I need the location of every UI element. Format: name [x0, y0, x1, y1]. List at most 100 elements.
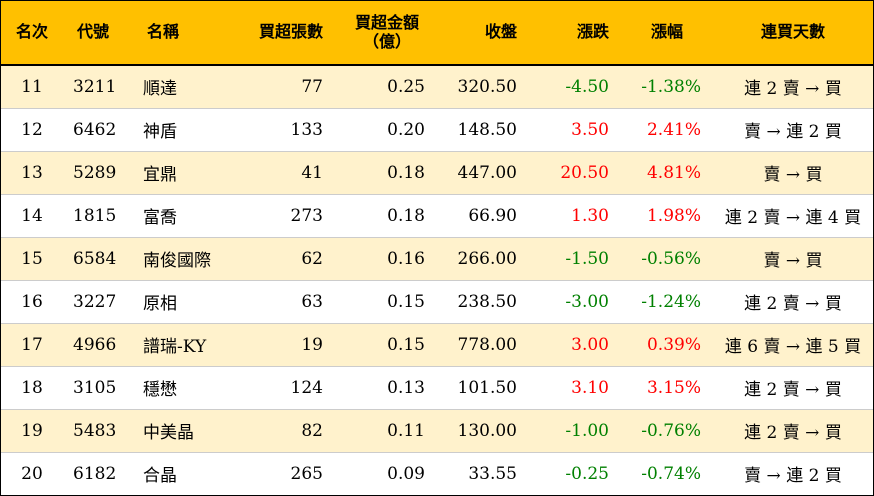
cell-code: 3105: [63, 365, 135, 409]
cell-name: 宜鼎: [135, 150, 238, 194]
cell-name: 富喬: [135, 193, 238, 237]
cell-code: 6584: [63, 236, 135, 280]
cell-change: 3.50: [531, 107, 621, 151]
header-close: 收盤: [439, 1, 531, 65]
cell-consecutive-days: 賣 → 連 2 買: [713, 107, 873, 151]
table-row: 12 6462 神盾 133 0.20 148.50 3.50 2.41% 賣 …: [1, 107, 873, 151]
cell-close: 266.00: [439, 236, 531, 280]
cell-change-pct: -0.56%: [621, 236, 713, 280]
cell-net-buy-amount: 0.15: [335, 279, 439, 323]
cell-code: 5289: [63, 150, 135, 194]
cell-name: 譜瑞-KY: [135, 322, 238, 366]
cell-change: 3.10: [531, 365, 621, 409]
cell-consecutive-days: 連 2 賣 → 買: [713, 365, 873, 409]
header-consecutive-days: 連買天數: [713, 1, 873, 65]
cell-rank: 11: [1, 64, 63, 108]
cell-name: 順達: [135, 64, 238, 108]
cell-rank: 18: [1, 365, 63, 409]
cell-code: 6462: [63, 107, 135, 151]
cell-code: 5483: [63, 408, 135, 452]
cell-change-pct: -0.74%: [621, 451, 713, 495]
cell-consecutive-days: 連 2 賣 → 連 4 買: [713, 193, 873, 237]
cell-close: 101.50: [439, 365, 531, 409]
cell-net-buy-amount: 0.09: [335, 451, 439, 495]
cell-change-pct: -0.76%: [621, 408, 713, 452]
cell-close: 447.00: [439, 150, 531, 194]
cell-consecutive-days: 賣 → 買: [713, 236, 873, 280]
table-row: 18 3105 穩懋 124 0.13 101.50 3.10 3.15% 連 …: [1, 365, 873, 409]
cell-consecutive-days: 連 2 賣 → 買: [713, 408, 873, 452]
cell-rank: 13: [1, 150, 63, 194]
cell-close: 778.00: [439, 322, 531, 366]
cell-change-pct: 1.98%: [621, 193, 713, 237]
cell-net-buy-amount: 0.13: [335, 365, 439, 409]
cell-rank: 16: [1, 279, 63, 323]
cell-name: 穩懋: [135, 365, 238, 409]
cell-close: 238.50: [439, 279, 531, 323]
cell-code: 4966: [63, 322, 135, 366]
cell-rank: 15: [1, 236, 63, 280]
header-name: 名稱: [135, 1, 238, 65]
cell-net-buy-amount: 0.20: [335, 107, 439, 151]
cell-change-pct: 3.15%: [621, 365, 713, 409]
cell-net-buy-lots: 63: [238, 279, 335, 323]
cell-change-pct: -1.38%: [621, 64, 713, 108]
cell-change: -4.50: [531, 64, 621, 108]
header-net-buy-lots: 買超張數: [238, 1, 335, 65]
cell-rank: 17: [1, 322, 63, 366]
cell-net-buy-amount: 0.25: [335, 64, 439, 108]
cell-change: -0.25: [531, 451, 621, 495]
cell-rank: 19: [1, 408, 63, 452]
header-code: 代號: [63, 1, 135, 65]
cell-change: 20.50: [531, 150, 621, 194]
cell-rank: 14: [1, 193, 63, 237]
cell-net-buy-lots: 82: [238, 408, 335, 452]
cell-net-buy-lots: 265: [238, 451, 335, 495]
header-change-pct: 漲幅: [621, 1, 713, 65]
cell-net-buy-amount: 0.18: [335, 150, 439, 194]
cell-code: 3227: [63, 279, 135, 323]
header-row: 名次 代號 名稱 買超張數 買超金額 （億） 收盤 漲跌 漲幅 連買天數: [1, 1, 873, 65]
cell-close: 33.55: [439, 451, 531, 495]
cell-net-buy-amount: 0.16: [335, 236, 439, 280]
cell-net-buy-lots: 273: [238, 193, 335, 237]
cell-net-buy-lots: 41: [238, 150, 335, 194]
header-net-buy-amount-line1: 買超金額: [354, 13, 419, 33]
table-row: 20 6182 合晶 265 0.09 33.55 -0.25 -0.74% 賣…: [1, 451, 873, 495]
header-net-buy-amount: 買超金額 （億）: [335, 1, 439, 65]
cell-change: 1.30: [531, 193, 621, 237]
cell-rank: 12: [1, 107, 63, 151]
cell-name: 神盾: [135, 107, 238, 151]
cell-consecutive-days: 連 6 賣 → 連 5 買: [713, 322, 873, 366]
cell-name: 原相: [135, 279, 238, 323]
cell-consecutive-days: 連 2 賣 → 買: [713, 64, 873, 108]
table-body: 11 3211 順達 77 0.25 320.50 -4.50 -1.38% 連…: [1, 64, 873, 495]
table-row: 14 1815 富喬 273 0.18 66.90 1.30 1.98% 連 2…: [1, 193, 873, 237]
table-row: 16 3227 原相 63 0.15 238.50 -3.00 -1.24% 連…: [1, 279, 873, 323]
table-row: 17 4966 譜瑞-KY 19 0.15 778.00 3.00 0.39% …: [1, 322, 873, 366]
cell-code: 1815: [63, 193, 135, 237]
cell-change: -1.00: [531, 408, 621, 452]
cell-code: 3211: [63, 64, 135, 108]
cell-net-buy-amount: 0.15: [335, 322, 439, 366]
header-rank: 名次: [1, 1, 63, 65]
cell-change: -1.50: [531, 236, 621, 280]
cell-name: 中美晶: [135, 408, 238, 452]
table-row: 19 5483 中美晶 82 0.11 130.00 -1.00 -0.76% …: [1, 408, 873, 452]
header-change: 漲跌: [531, 1, 621, 65]
cell-net-buy-lots: 62: [238, 236, 335, 280]
cell-change-pct: -1.24%: [621, 279, 713, 323]
cell-name: 合晶: [135, 451, 238, 495]
cell-consecutive-days: 賣 → 買: [713, 150, 873, 194]
cell-net-buy-lots: 77: [238, 64, 335, 108]
cell-change-pct: 4.81%: [621, 150, 713, 194]
cell-rank: 20: [1, 451, 63, 495]
cell-close: 320.50: [439, 64, 531, 108]
cell-net-buy-amount: 0.18: [335, 193, 439, 237]
table-row: 13 5289 宜鼎 41 0.18 447.00 20.50 4.81% 賣 …: [1, 150, 873, 194]
cell-net-buy-lots: 133: [238, 107, 335, 151]
cell-net-buy-amount: 0.11: [335, 408, 439, 452]
cell-code: 6182: [63, 451, 135, 495]
